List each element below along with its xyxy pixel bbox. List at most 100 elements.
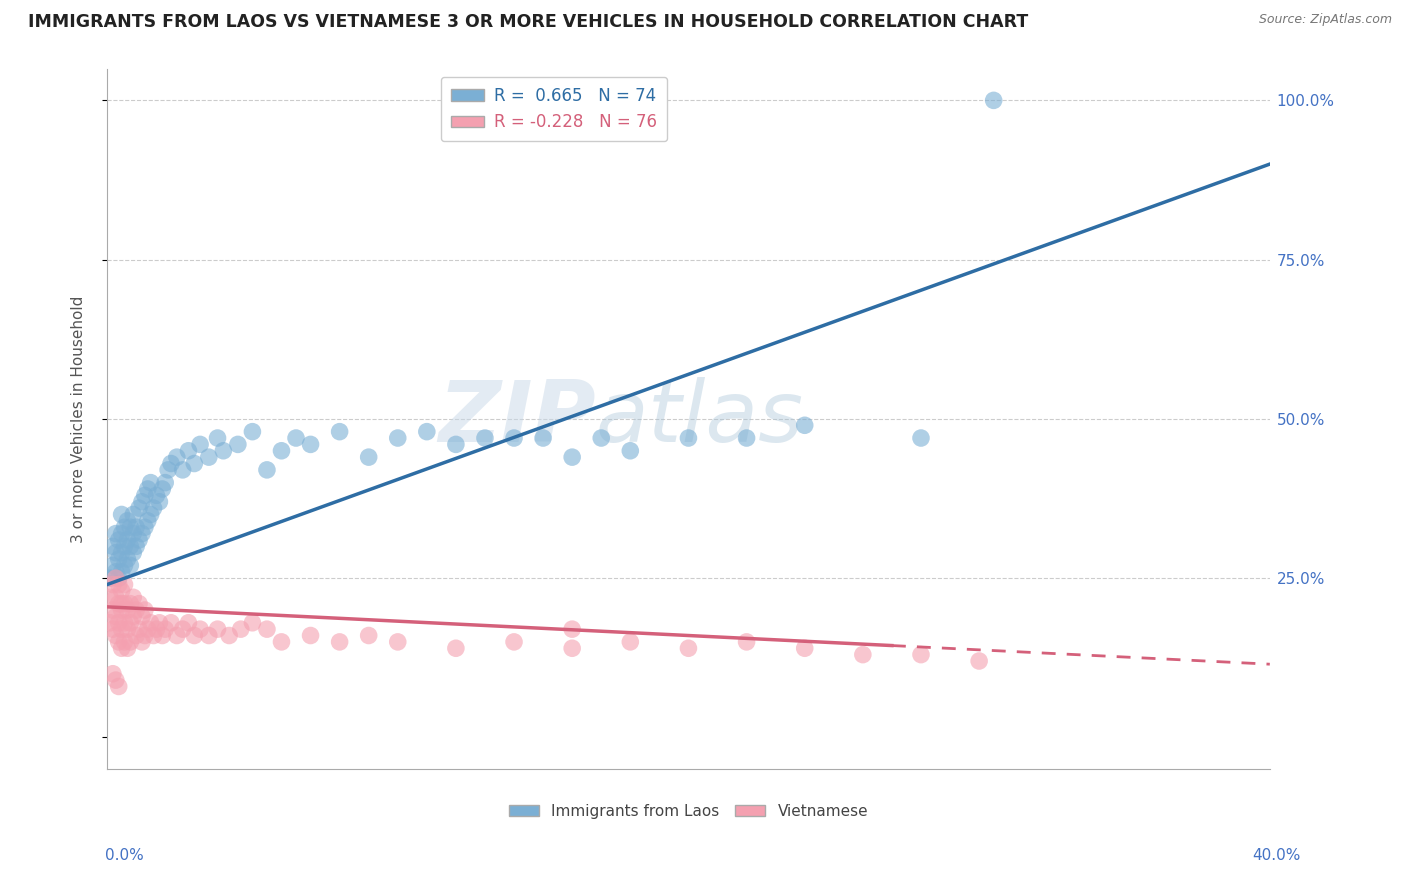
Point: [120, 539, 142, 553]
Point: [128, 597, 150, 611]
Point: [910, 431, 932, 445]
Point: [329, 635, 352, 649]
Point: [150, 482, 173, 496]
Point: [107, 680, 129, 694]
Point: [198, 450, 221, 464]
Point: [122, 609, 145, 624]
Point: [134, 628, 156, 642]
Point: [172, 463, 194, 477]
Point: [155, 622, 177, 636]
Point: [107, 533, 129, 547]
Point: [117, 552, 139, 566]
Point: [145, 622, 167, 636]
Point: [120, 597, 142, 611]
Point: [101, 666, 124, 681]
Point: [285, 431, 308, 445]
Point: [110, 546, 132, 560]
Point: [104, 526, 127, 541]
Point: [735, 635, 758, 649]
Text: ZIP: ZIP: [437, 377, 595, 460]
Point: [416, 425, 439, 439]
Point: [101, 622, 124, 636]
Point: [117, 514, 139, 528]
Point: [128, 533, 150, 547]
Point: [117, 641, 139, 656]
Point: [131, 526, 153, 541]
Point: [329, 425, 352, 439]
Point: [172, 622, 194, 636]
Point: [226, 437, 249, 451]
Point: [104, 565, 127, 579]
Point: [104, 628, 127, 642]
Point: [561, 450, 583, 464]
Point: [128, 622, 150, 636]
Point: [104, 673, 127, 687]
Point: [120, 558, 142, 573]
Point: [256, 463, 278, 477]
Point: [160, 615, 183, 630]
Point: [188, 437, 211, 451]
Point: [98, 591, 121, 605]
Point: [561, 622, 583, 636]
Point: [148, 494, 170, 508]
Point: [166, 450, 188, 464]
Point: [212, 443, 235, 458]
Point: [619, 443, 641, 458]
Point: [114, 615, 136, 630]
Point: [131, 635, 153, 649]
Point: [134, 520, 156, 534]
Point: [104, 591, 127, 605]
Point: [177, 443, 200, 458]
Point: [131, 609, 153, 624]
Point: [145, 488, 167, 502]
Point: [474, 431, 496, 445]
Text: Source: ZipAtlas.com: Source: ZipAtlas.com: [1258, 13, 1392, 27]
Point: [110, 603, 132, 617]
Point: [120, 615, 142, 630]
Text: atlas: atlas: [595, 377, 803, 460]
Point: [120, 520, 142, 534]
Point: [114, 520, 136, 534]
Point: [98, 571, 121, 585]
Point: [387, 635, 409, 649]
Point: [110, 641, 132, 656]
Point: [122, 526, 145, 541]
Point: [134, 603, 156, 617]
Point: [387, 431, 409, 445]
Point: [110, 583, 132, 598]
Point: [531, 431, 554, 445]
Point: [177, 615, 200, 630]
Point: [150, 628, 173, 642]
Point: [299, 437, 322, 451]
Point: [107, 597, 129, 611]
Point: [444, 641, 467, 656]
Point: [148, 615, 170, 630]
Point: [107, 552, 129, 566]
Point: [242, 615, 264, 630]
Point: [107, 615, 129, 630]
Point: [139, 615, 162, 630]
Point: [104, 571, 127, 585]
Point: [125, 520, 148, 534]
Point: [910, 648, 932, 662]
Point: [136, 514, 159, 528]
Point: [155, 475, 177, 490]
Point: [242, 425, 264, 439]
Point: [136, 622, 159, 636]
Point: [207, 622, 229, 636]
Point: [852, 648, 875, 662]
Point: [357, 628, 380, 642]
Point: [183, 628, 205, 642]
Y-axis label: 3 or more Vehicles in Household: 3 or more Vehicles in Household: [72, 295, 86, 542]
Point: [503, 635, 526, 649]
Point: [110, 526, 132, 541]
Point: [120, 635, 142, 649]
Point: [134, 488, 156, 502]
Point: [110, 622, 132, 636]
Point: [114, 558, 136, 573]
Point: [983, 94, 1005, 108]
Text: 40.0%: 40.0%: [1253, 848, 1301, 863]
Point: [157, 463, 180, 477]
Point: [117, 603, 139, 617]
Point: [160, 457, 183, 471]
